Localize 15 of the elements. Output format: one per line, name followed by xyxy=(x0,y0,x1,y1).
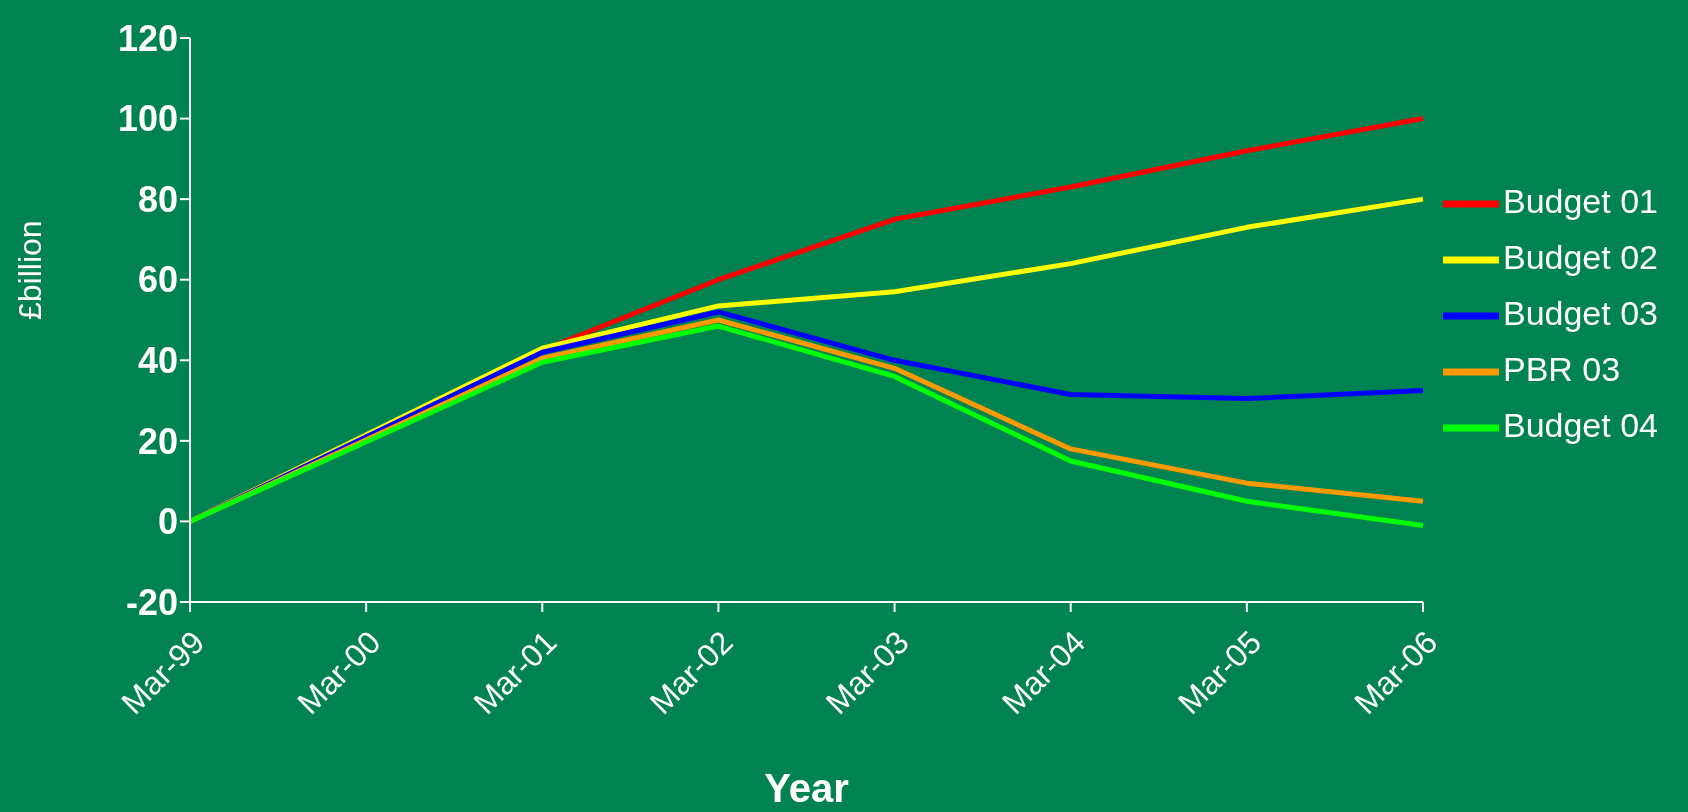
legend-label: Budget 04 xyxy=(1502,406,1658,445)
x-axis-title: Year xyxy=(764,766,849,810)
legend-label: Budget 01 xyxy=(1502,181,1658,220)
legend-label: Budget 03 xyxy=(1502,293,1658,332)
y-tick-label: 60 xyxy=(137,259,178,301)
y-tick-label: 120 xyxy=(117,17,178,59)
legend-label: PBR 03 xyxy=(1502,350,1621,388)
y-axis-title: £billion xyxy=(12,220,49,320)
y-tick-label: 0 xyxy=(157,501,178,543)
y-tick-label: 20 xyxy=(137,420,178,462)
y-tick-label: -20 xyxy=(125,581,178,623)
y-tick-label: 40 xyxy=(137,340,178,382)
y-tick-label: 100 xyxy=(117,98,178,140)
y-tick-label: 80 xyxy=(137,178,178,220)
legend-label: Budget 02 xyxy=(1502,237,1658,276)
